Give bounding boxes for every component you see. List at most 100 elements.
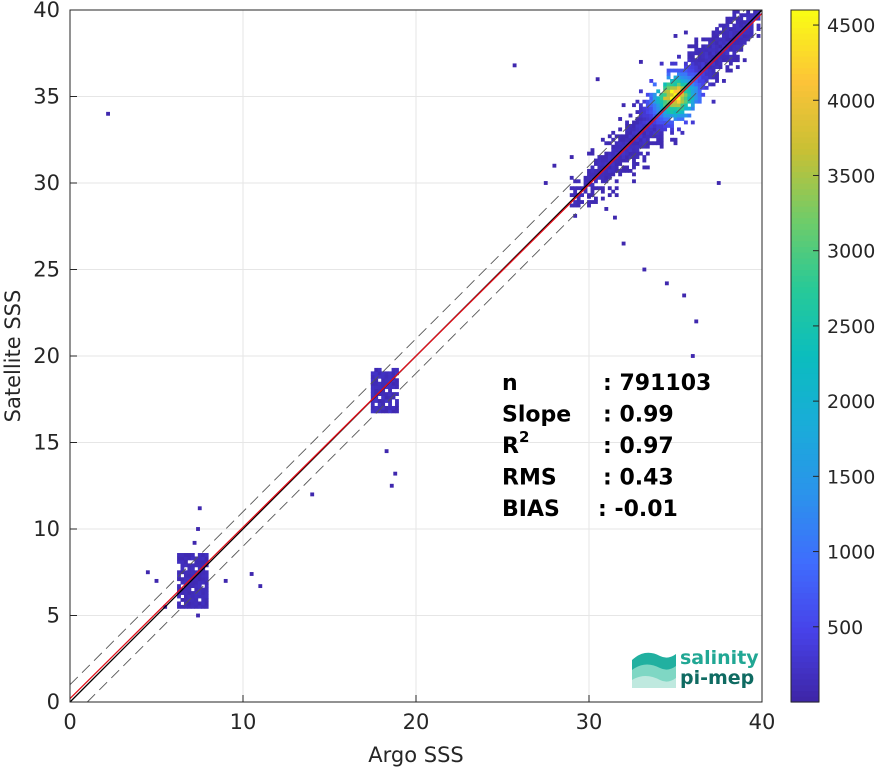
density-cell <box>711 30 716 35</box>
density-cell <box>381 399 386 403</box>
density-cell <box>673 79 678 83</box>
density-cell <box>656 123 661 128</box>
density-cell <box>673 92 678 97</box>
density-cell <box>735 44 740 49</box>
density-cell <box>573 193 578 198</box>
density-cell <box>694 44 699 49</box>
density-cell <box>670 120 674 125</box>
density-cell <box>194 598 199 602</box>
density-cell <box>638 103 643 108</box>
density-cell <box>201 573 206 578</box>
density-cell <box>632 162 636 166</box>
colorbar-segment <box>791 454 819 461</box>
density-cell <box>711 82 716 87</box>
density-cell <box>728 34 733 38</box>
density-cell <box>725 34 730 38</box>
density-cell <box>701 37 706 42</box>
density-cell <box>683 82 688 87</box>
density-cell <box>694 47 699 52</box>
density-cell <box>204 601 209 606</box>
density-cell <box>732 47 737 52</box>
density-cell <box>635 120 640 125</box>
density-cell <box>677 110 681 114</box>
density-cell <box>625 148 629 153</box>
density-cell <box>583 175 588 180</box>
colorbar-segment <box>791 33 819 40</box>
density-cell <box>697 89 702 94</box>
colorbar-segment <box>791 211 819 219</box>
density-cell <box>683 61 688 66</box>
density-cell <box>388 385 392 390</box>
density-cell <box>673 89 678 94</box>
density-cell <box>590 189 595 194</box>
density-cell <box>742 34 747 38</box>
colorbar-segment <box>791 119 819 126</box>
density-cell <box>611 137 616 142</box>
y-tick-label: 20 <box>33 344 60 368</box>
density-cell <box>666 110 671 114</box>
density-cell <box>711 54 716 59</box>
density-cell <box>742 27 747 31</box>
density-cell <box>645 137 650 142</box>
density-cell <box>177 577 181 582</box>
y-tick-label: 35 <box>33 85 60 109</box>
density-cell <box>593 186 598 191</box>
density-cell <box>569 175 574 180</box>
colorbar-segment <box>791 517 819 524</box>
density-cell <box>697 47 702 52</box>
density-cell <box>690 58 695 63</box>
density-cells <box>106 9 761 618</box>
density-cell <box>680 110 685 114</box>
density-cell <box>183 604 188 609</box>
density-cell <box>756 23 761 28</box>
density-cell <box>725 51 730 56</box>
density-cell <box>690 354 695 358</box>
density-cell <box>690 79 695 83</box>
density-cell <box>694 68 699 73</box>
density-cell <box>735 37 740 42</box>
density-cell <box>573 179 578 184</box>
density-cell <box>374 371 379 376</box>
density-cell <box>711 65 716 70</box>
density-cell <box>708 72 713 76</box>
colorbar-segment <box>791 690 819 697</box>
density-cell <box>621 168 626 173</box>
density-cell <box>718 51 723 56</box>
density-cell <box>388 388 392 393</box>
density-cell <box>756 34 761 38</box>
density-cell <box>642 117 647 121</box>
colorbar-segment <box>791 183 819 190</box>
colorbar-tick-label: 1000 <box>827 542 875 564</box>
density-cell <box>604 179 609 184</box>
density-cell <box>583 179 588 184</box>
density-cell <box>670 127 674 132</box>
density-cell <box>680 92 685 97</box>
density-cell <box>649 96 654 101</box>
density-cell <box>625 158 629 163</box>
density-cell <box>722 40 726 45</box>
density-cell <box>701 61 706 66</box>
density-cell <box>593 158 598 163</box>
density-cell <box>628 137 633 142</box>
density-cell <box>196 613 200 618</box>
density-cell <box>197 573 202 578</box>
density-cell <box>587 168 591 173</box>
density-cell <box>663 110 668 114</box>
density-cell <box>201 580 206 585</box>
colorbar-segment <box>791 696 819 703</box>
density-cell <box>666 99 671 104</box>
density-cell <box>573 186 578 191</box>
density-cell <box>635 123 640 128</box>
density-cell <box>177 594 181 599</box>
density-cell <box>614 165 619 170</box>
density-cell <box>680 106 685 111</box>
density-cell <box>670 130 674 135</box>
colorbar-segment <box>791 569 819 576</box>
density-cell <box>388 395 392 400</box>
colorbar-segment <box>791 402 819 409</box>
colorbar-segment <box>791 159 819 167</box>
density-cell <box>753 9 758 14</box>
density-cell <box>187 591 192 595</box>
density-cell <box>370 402 375 407</box>
density-cell <box>649 123 654 128</box>
